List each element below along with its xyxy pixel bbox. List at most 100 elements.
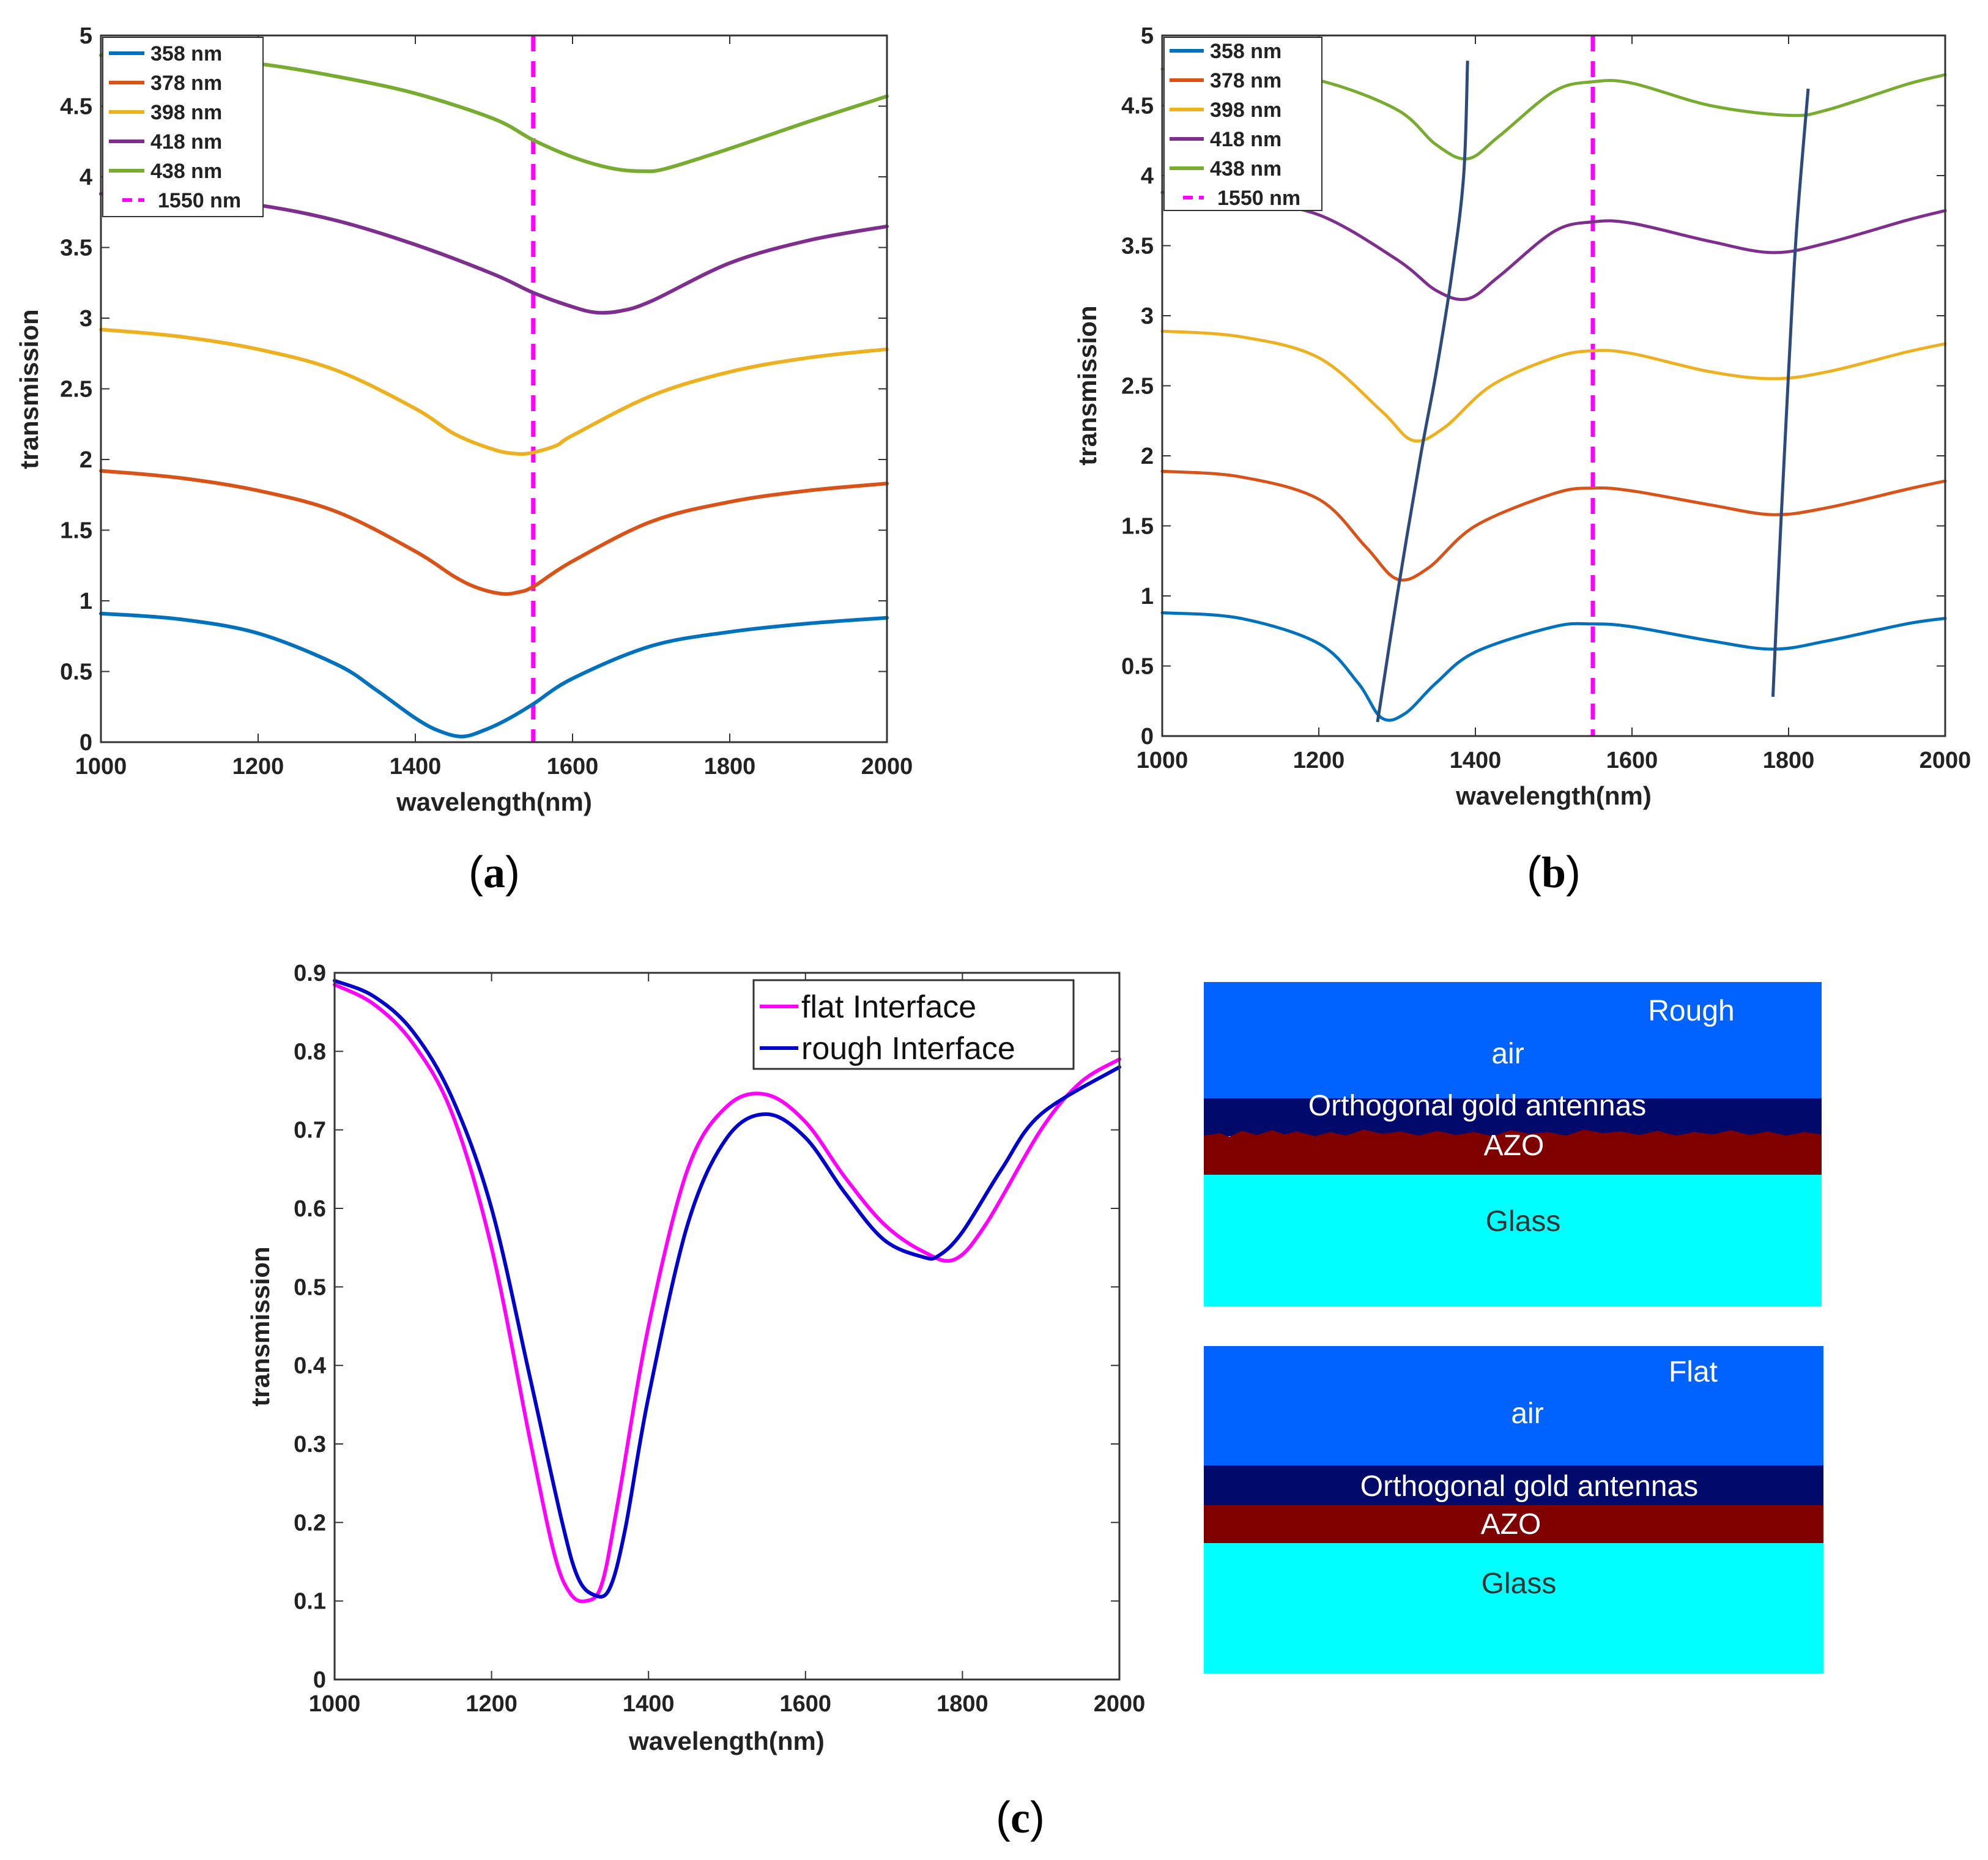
flat-interface-diagram: Flat air Orthogonal gold antennas AZO Gl… (1204, 1346, 1823, 1673)
rough-glass-label: Glass (1486, 1205, 1561, 1238)
panel-b-caption-letter: b (1541, 848, 1566, 897)
panel-c-y-tick-label: 0.7 (294, 1118, 326, 1144)
panel-b-x-tick-label: 1000 (1137, 748, 1189, 773)
panel-c-x-tick-label: 1000 (309, 1691, 361, 1717)
panel-a-x-tick-label: 1200 (232, 754, 284, 779)
flat-air-label: air (1511, 1397, 1543, 1430)
panel-a-y-tick-label: 2.5 (60, 377, 92, 403)
panel-a-y-tick-label: 4.5 (60, 94, 92, 120)
panel-b-y-tick-label: 4.5 (1121, 94, 1154, 119)
panel-c-caption-letter: c (1011, 1793, 1030, 1842)
panel-b-y-tick-label: 2.5 (1121, 374, 1154, 400)
panel-c-legend-label: rough Interface (801, 1031, 1015, 1066)
panel-b-legend-label: 358 nm (1210, 40, 1281, 63)
panel-b-x-tick-label: 1600 (1606, 748, 1658, 773)
flat-glass-layer (1204, 1543, 1823, 1673)
panel-a-y-tick-label: 5 (80, 23, 92, 49)
panel-a-series-398-nm (99, 327, 889, 456)
panel-c-legend-box (752, 979, 1075, 1070)
panel-a-legend-label: 398 nm (150, 101, 222, 124)
panel-c-axes-frame (333, 972, 1121, 1681)
panel-c-x-tick-label: 1800 (937, 1691, 988, 1717)
panel-a-y-axis-label: transmission (15, 309, 43, 469)
panel-b-x-tick-label: 1800 (1763, 748, 1815, 773)
panel-c-series-rough-interface (333, 978, 1121, 1599)
panel-a-y-tick-label: 0.5 (60, 660, 92, 685)
panel-a-legend-label: 418 nm (150, 130, 222, 154)
rough-antennas-layer (1204, 1098, 1822, 1136)
panel-b-y-tick-label: 3.5 (1121, 234, 1154, 259)
panel-b-trend-line-2 (1771, 88, 1810, 698)
panel-c-x-tick-label: 2000 (1094, 1691, 1146, 1717)
flat-label: Flat (1669, 1356, 1718, 1388)
panel-a-y-tick-label: 0 (80, 730, 92, 756)
panel-a-series-378-nm (99, 469, 889, 596)
panel-c-x-axis-label: wavelength(nm) (628, 1727, 825, 1755)
panel-c-x-tick-label: 1200 (465, 1691, 517, 1717)
panel-a-y-tick-label: 2 (80, 447, 92, 473)
panel-b-trend-line-1 (1376, 61, 1469, 723)
panel-c-y-tick-label: 0.3 (294, 1432, 326, 1457)
panel-a-legend-box (102, 37, 264, 217)
flat-glass-label: Glass (1482, 1568, 1557, 1600)
panel-a-caption: (a) (469, 848, 520, 897)
panel-c-y-tick-label: 0.8 (294, 1039, 326, 1065)
panel-b-y-tick-label: 5 (1141, 23, 1154, 49)
panel-c-legend-label: flat Interface (801, 989, 976, 1025)
panel-a-x-tick-label: 2000 (861, 754, 913, 779)
panel-b-y-tick-label: 0.5 (1121, 654, 1154, 680)
panel-b-legend-label: 398 nm (1210, 99, 1281, 122)
panel-c-y-tick-label: 0.4 (294, 1353, 326, 1379)
panel-b-chart: 1000 1200 1400 1600 1800 2000 0 0.5 1 1.5 2 2.5 3 3.5… (1073, 23, 1971, 897)
panel-b-y-tick-label: 1 (1141, 584, 1154, 609)
panel-a-y-tick-label: 1.5 (60, 518, 92, 544)
panel-a-legend-label: 358 nm (150, 42, 222, 65)
panel-b-series-358-nm (1160, 611, 1947, 722)
flat-azo-label: AZO (1481, 1508, 1541, 1541)
panel-c-y-axis-label: transmission (246, 1246, 275, 1406)
panel-c-y-tick-label: 0.1 (294, 1589, 326, 1615)
panel-b-x-tick-label: 2000 (1919, 748, 1971, 773)
panel-b-legend: 358 nm 378 nm 398 nm 418 nm 438 nm 1550 nm (1163, 37, 1322, 211)
panel-a-caption-letter: a (483, 848, 505, 897)
panel-b-legend-box (1163, 37, 1322, 211)
panel-c-series-flat-interface (333, 983, 1121, 1604)
panel-b-y-tick-label: 1.5 (1121, 514, 1154, 540)
panel-c-y-tick-label: 0 (313, 1667, 326, 1693)
rough-antennas-label: Orthogonal gold antennas (1308, 1090, 1646, 1122)
panel-b-series-398-nm (1160, 329, 1947, 443)
panel-b-y-tick-label: 4 (1141, 163, 1154, 189)
panel-a-y-tick-label: 1 (80, 589, 92, 614)
flat-azo-layer (1204, 1505, 1823, 1543)
panel-a-x-tick-label: 1600 (547, 754, 599, 779)
rough-label: Rough (1648, 995, 1734, 1027)
panel-a-x-axis-label: wavelength(nm) (396, 787, 592, 816)
panel-b-x-axis-label: wavelength(nm) (1455, 781, 1652, 810)
panel-b-legend-label: 378 nm (1210, 69, 1281, 92)
panel-c-y-tick-label: 0.6 (294, 1196, 326, 1222)
panel-a-legend: 358 nm 378 nm 398 nm 418 nm 438 nm 1550 nm (102, 37, 264, 217)
panel-c-x-tick-label: 1600 (780, 1691, 832, 1717)
panel-b-series-418-nm (1160, 191, 1947, 301)
flat-air-layer (1204, 1346, 1823, 1465)
rough-azo-layer (1204, 1129, 1822, 1175)
panel-c-caption: (c) (996, 1793, 1045, 1842)
panel-a-y-tick-label: 3.5 (60, 236, 92, 261)
rough-air-label: air (1491, 1038, 1524, 1070)
panel-b-legend-label: 1550 nm (1217, 187, 1300, 210)
panel-b-y-tick-label: 2 (1141, 444, 1154, 469)
panel-b-y-tick-label: 3 (1141, 303, 1154, 329)
panel-c-y-tick-label: 0.9 (294, 961, 326, 986)
panel-a-y-tick-label: 4 (80, 165, 92, 190)
panel-b-y-tick-label: 0 (1141, 724, 1154, 750)
panel-c-legend: flat Interface rough Interface (752, 979, 1075, 1070)
panel-b-y-axis-label: transmission (1073, 305, 1102, 465)
rough-air-layer (1204, 982, 1822, 1098)
panel-b-x-tick-label: 1400 (1450, 748, 1502, 773)
rough-azo-label: AZO (1484, 1129, 1545, 1162)
rough-glass-layer (1204, 1175, 1822, 1306)
panel-a-legend-label: 378 nm (150, 72, 222, 95)
panel-a-legend-label: 438 nm (150, 160, 222, 183)
panel-b-caption: (b) (1527, 848, 1581, 897)
